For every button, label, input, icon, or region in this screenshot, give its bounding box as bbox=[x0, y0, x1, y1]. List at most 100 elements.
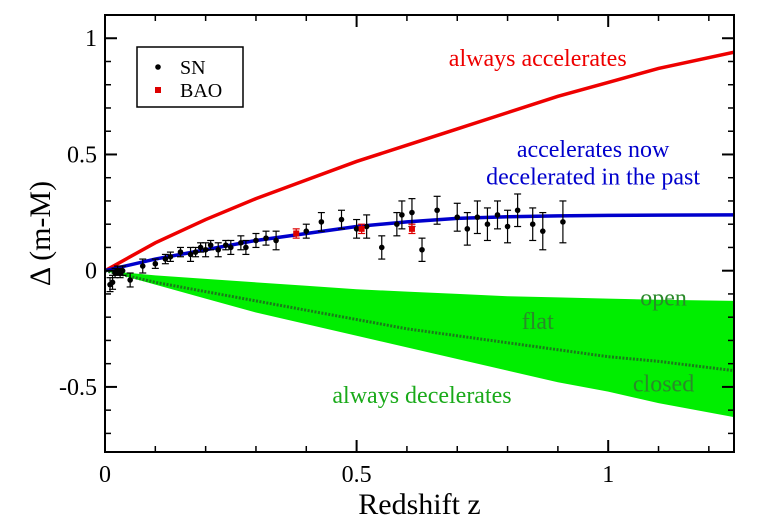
annotation-1: accelerates now bbox=[517, 137, 670, 163]
y-tick-label: 0.5 bbox=[67, 142, 97, 168]
annotation-3: flat bbox=[522, 309, 554, 335]
sn-point-14 bbox=[197, 242, 205, 253]
sn-marker bbox=[484, 221, 491, 228]
sn-point-18 bbox=[222, 239, 230, 251]
y-axis-title: Δ (m-M) bbox=[24, 181, 57, 286]
sn-point-34 bbox=[418, 237, 426, 262]
annotation-2: decelerated in the past bbox=[486, 165, 700, 191]
sn-marker bbox=[303, 228, 310, 234]
sn-point-35 bbox=[433, 195, 441, 225]
sn-point-7 bbox=[139, 258, 147, 274]
sn-marker bbox=[207, 242, 214, 248]
sn-marker bbox=[514, 207, 521, 214]
x-tick-label: 0 bbox=[99, 462, 111, 488]
sn-point-8 bbox=[151, 258, 159, 269]
sn-point-29 bbox=[363, 214, 371, 239]
sn-point-17 bbox=[214, 242, 222, 258]
sn-marker bbox=[464, 226, 471, 232]
annotation-4: open bbox=[640, 286, 687, 312]
sn-point-20 bbox=[237, 235, 245, 251]
y-tick-label: 1 bbox=[85, 26, 97, 52]
sn-point-44 bbox=[539, 211, 547, 251]
sn-marker bbox=[454, 214, 461, 221]
sn-marker bbox=[253, 237, 259, 244]
sn-point-19 bbox=[227, 239, 235, 256]
sn-point-27 bbox=[338, 209, 346, 230]
sn-marker bbox=[167, 253, 174, 260]
sn-point-16 bbox=[207, 239, 215, 251]
sn-marker bbox=[529, 221, 536, 228]
sn-point-37 bbox=[463, 211, 471, 246]
sn-point-10 bbox=[166, 251, 174, 262]
sn-point-38 bbox=[473, 200, 481, 235]
sn-marker bbox=[394, 221, 400, 228]
sn-marker bbox=[419, 246, 425, 253]
annotation-0: always accelerates bbox=[449, 46, 627, 72]
sn-point-32 bbox=[398, 200, 406, 230]
sn-point-24 bbox=[272, 230, 280, 251]
sn-marker bbox=[338, 216, 345, 223]
sn-marker bbox=[399, 212, 405, 218]
sn-point-42 bbox=[514, 193, 522, 228]
sn-point-41 bbox=[504, 209, 512, 244]
plot-area bbox=[105, 50, 734, 418]
sn-marker bbox=[152, 260, 159, 267]
sn-marker bbox=[228, 244, 234, 251]
sn-point-22 bbox=[252, 232, 260, 249]
sn-marker bbox=[215, 246, 222, 253]
sn-marker bbox=[353, 226, 360, 232]
plot-frame bbox=[104, 14, 735, 453]
sn-marker bbox=[263, 235, 269, 241]
sn-marker bbox=[119, 267, 126, 274]
sn-marker bbox=[494, 212, 501, 218]
sn-point-6 bbox=[126, 272, 134, 288]
y-tick-label: -0.5 bbox=[59, 375, 97, 401]
sn-marker bbox=[474, 214, 481, 221]
sn-point-23 bbox=[262, 230, 270, 246]
bao-marker bbox=[293, 230, 300, 237]
sn-marker bbox=[197, 244, 204, 251]
sn-marker bbox=[243, 244, 249, 251]
model-band-5 bbox=[105, 270, 734, 418]
sn-point-12 bbox=[187, 246, 195, 262]
legend-label-sn: SN bbox=[180, 57, 206, 79]
model-curve-4 bbox=[105, 269, 734, 373]
sn-point-5 bbox=[119, 265, 127, 276]
annotation-6: always decelerates bbox=[332, 383, 511, 409]
sn-marker bbox=[378, 244, 385, 251]
sn-point-40 bbox=[493, 200, 501, 230]
bao-point-2 bbox=[408, 223, 416, 235]
sn-point-45 bbox=[559, 200, 567, 244]
sn-marker bbox=[222, 242, 229, 248]
sn-marker bbox=[139, 263, 146, 269]
sn-point-15 bbox=[202, 242, 210, 258]
legend-marker-sn bbox=[155, 64, 161, 70]
sn-marker bbox=[434, 207, 440, 214]
sn-point-9 bbox=[161, 253, 169, 265]
sn-point-25 bbox=[302, 223, 310, 239]
sn-marker bbox=[238, 239, 244, 246]
sn-marker bbox=[539, 228, 546, 234]
axes: 0 0.5 1 -0.5 0 0.5 1 Redshift z Δ (m-M) bbox=[24, 14, 734, 521]
sn-marker bbox=[409, 209, 415, 216]
legend-marker-bao bbox=[155, 87, 161, 93]
sn-point-21 bbox=[242, 239, 250, 256]
bao-marker bbox=[358, 225, 365, 232]
sn-marker bbox=[202, 246, 209, 253]
sn-point-30 bbox=[378, 235, 386, 260]
sn-marker bbox=[318, 219, 325, 225]
sn-marker bbox=[192, 249, 199, 255]
sn-marker bbox=[560, 219, 566, 225]
sn-point-31 bbox=[393, 211, 401, 237]
annotations: always accelerates accelerates nowdeceler… bbox=[332, 46, 700, 409]
bao-point-1 bbox=[358, 223, 366, 235]
sn-marker bbox=[162, 256, 169, 262]
sn-point-11 bbox=[176, 246, 184, 258]
sn-marker bbox=[127, 277, 133, 283]
y-tick-label: 0 bbox=[85, 259, 97, 285]
x-tick-label: 1 bbox=[602, 462, 614, 488]
sn-marker bbox=[363, 223, 370, 230]
sn-point-26 bbox=[317, 211, 325, 232]
x-tick-label: 0.5 bbox=[342, 462, 372, 488]
